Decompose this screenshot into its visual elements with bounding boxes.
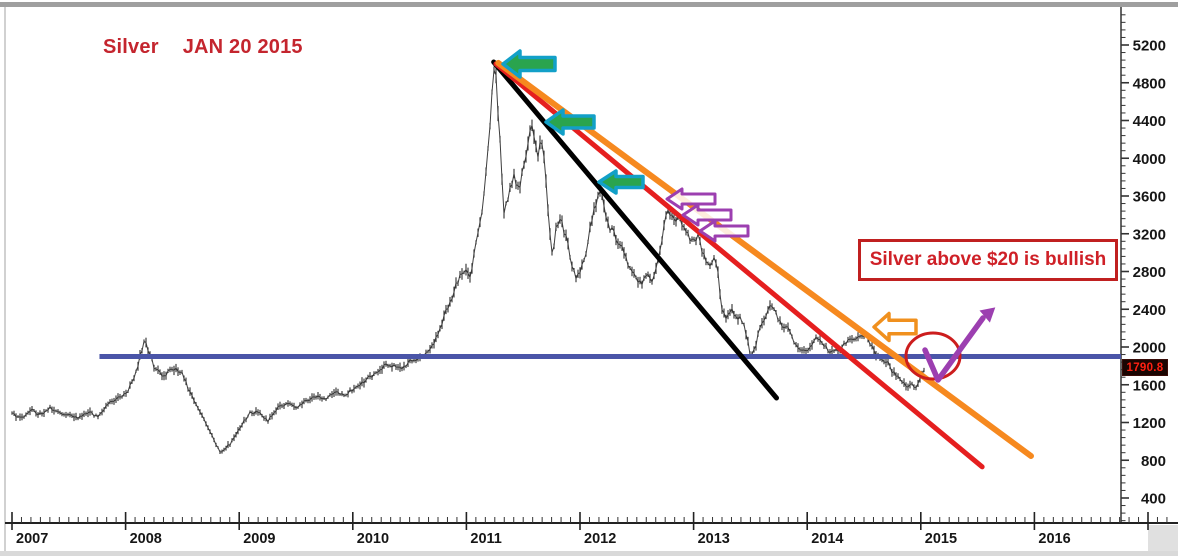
x-axis-tick-label: 2009 [243,531,275,547]
chart-title-date: JAN 20 2015 [182,36,303,58]
teal-left-arrow-icon [544,108,596,136]
purple-left-arrow-icon [665,187,717,211]
purple-left-arrow-icon [698,219,750,243]
bottom-border-bar [0,551,1178,556]
y-axis-tick-label: 2400 [1133,302,1166,319]
purple-bounce-arrow-shaft [922,315,986,383]
x-axis-tick-label: 2010 [357,531,389,547]
y-axis-tick-label: 3200 [1133,226,1166,243]
annotations [501,49,996,383]
chart-title: Silver JAN 20 2015 [103,36,303,59]
x-axis-tick-label: 2008 [130,531,162,547]
purple-bounce-arrow-head [979,307,996,323]
price-series [11,66,925,455]
trendline-1 [493,61,985,470]
y-axis: 400 800 1200 1600 2000 2400 2800 3200 3600 4000 44… [1121,14,1166,522]
teal-left-arrow-icon [597,169,645,195]
y-axis-tick-label: 800 [1141,453,1166,470]
x-axis-tick-label: 2014 [811,531,843,547]
x-axis-tick-label: 2012 [584,531,616,547]
y-axis-tick-label: 400 [1141,491,1166,508]
y-axis-tick-label: 1600 [1133,377,1166,394]
y-axis-tick-label: 2000 [1133,340,1166,357]
x-axis-tick-label: 2007 [16,531,48,547]
chart-title-symbol: Silver [103,36,159,58]
teal-left-arrow-icon [501,49,557,79]
y-axis-tick-label: 5200 [1133,38,1166,55]
trendline-0 [491,59,780,401]
x-axis-tick-label: 2015 [925,531,957,547]
y-axis-tick-label: 4400 [1133,113,1166,130]
purple-left-arrow-icon [681,203,733,227]
y-axis-tick-label: 3600 [1133,189,1166,206]
x-axis-tick-label: 2013 [698,531,730,547]
price-line [11,69,925,453]
last-price-value: 1790.8 [1126,361,1164,374]
last-price-tag: 1790.8 [1122,359,1168,376]
corner-block [1148,525,1178,551]
x-axis: 2007 2008 2009 2010 2011 2012 2013 2014 2015 2016 [11,512,1168,547]
y-axis-tick-label: 2800 [1133,264,1166,281]
bullish-callout-box: Silver above $20 is bullish [858,239,1118,281]
y-axis-tick-label: 4000 [1133,151,1166,168]
y-axis-tick-label: 4800 [1133,75,1166,92]
x-axis-tick-label: 2016 [1038,531,1070,547]
x-axis-tick-label: 2011 [470,531,501,547]
red-circle-icon [904,331,962,381]
y-axis-tick-label: 1200 [1133,415,1166,432]
bullish-callout-text: Silver above $20 is bullish [869,249,1107,270]
top-border-bar [0,2,1178,7]
orange-left-arrow-icon [872,311,918,343]
